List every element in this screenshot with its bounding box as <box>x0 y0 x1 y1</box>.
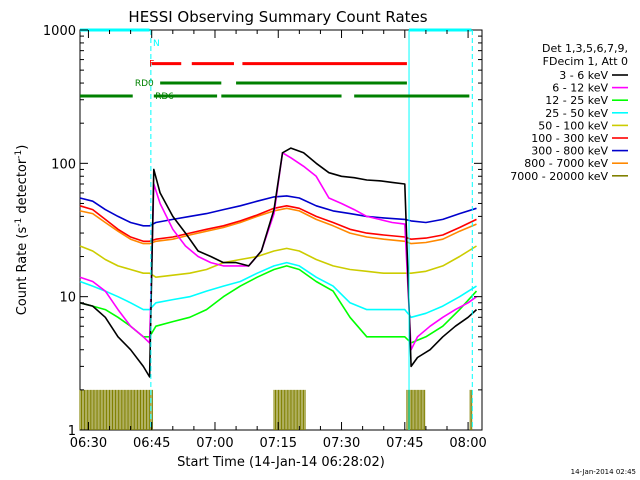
y-label-main: Count Rate (s <box>15 227 30 316</box>
series-layer <box>79 147 478 430</box>
legend-entry-label: 3 - 6 keV <box>559 69 608 82</box>
status-bar-label: RD0 <box>135 79 154 89</box>
y-label-end: ) <box>15 145 30 150</box>
y-label-sup2: -1 <box>14 150 24 159</box>
legend-header-2: FDecim 1, Att 0 <box>543 55 628 68</box>
x-tick-label: 07:30 <box>323 436 360 451</box>
x-tick-label: 07:00 <box>196 436 233 451</box>
legend-entry-label: 25 - 50 keV <box>545 107 608 120</box>
series-line <box>79 265 478 344</box>
y-tick-label: 10 <box>59 291 76 306</box>
series-line <box>79 195 477 227</box>
series-line <box>79 205 477 243</box>
legend-entry-label: 6 - 12 keV <box>552 82 608 95</box>
x-tick-label: 07:45 <box>386 436 423 451</box>
y-label-mid: detector <box>15 158 30 218</box>
x-tick-label: 06:45 <box>133 436 170 451</box>
legend: Det 1,3,5,6,7,9, FDecim 1, Att 0 3 - 6 k… <box>510 42 628 183</box>
legend-entry-label: 12 - 25 keV <box>545 94 608 107</box>
series-line <box>79 245 477 279</box>
chart-title: HESSI Observing Summary Count Rates <box>128 8 427 26</box>
axes-layer: 1 10 100 1000 06:30 06:45 07:00 07:15 07:30 07:45… <box>43 24 487 451</box>
series-line <box>79 207 477 245</box>
legend-header-1: Det 1,3,5,6,7,9, <box>542 42 628 55</box>
legend-entry-label: 100 - 300 keV <box>531 132 608 145</box>
series-line <box>79 261 477 319</box>
legend-entry-label: 7000 - 20000 keV <box>510 170 608 183</box>
x-tick-label: 08:00 <box>449 436 486 451</box>
y-axis-label: Count Rate (s-1 detector-1) <box>14 145 30 316</box>
x-axis-label: Start Time (14-Jan-14 06:28:02) <box>177 455 385 470</box>
status-bar-label: F <box>149 60 154 70</box>
legend-entry-label: 300 - 800 keV <box>531 145 608 158</box>
plot-frame <box>79 29 483 431</box>
x-tick-label: 07:15 <box>260 436 297 451</box>
footer-timestamp: 14-Jan-2014 02:45 <box>571 468 636 476</box>
legend-entry-label: 800 - 7000 keV <box>524 157 608 170</box>
status-bar-label: N <box>153 39 160 49</box>
series-line <box>79 147 478 378</box>
x-tick-label: 06:30 <box>70 436 107 451</box>
y-tick-label: 100 <box>51 157 76 172</box>
y-label-sup: -1 <box>14 218 24 227</box>
status-bar-label: RD6 <box>155 92 174 102</box>
y-tick-label: 1000 <box>43 24 76 39</box>
legend-entry-label: 50 - 100 keV <box>538 119 608 132</box>
y-tick-label: 1 <box>68 424 76 439</box>
